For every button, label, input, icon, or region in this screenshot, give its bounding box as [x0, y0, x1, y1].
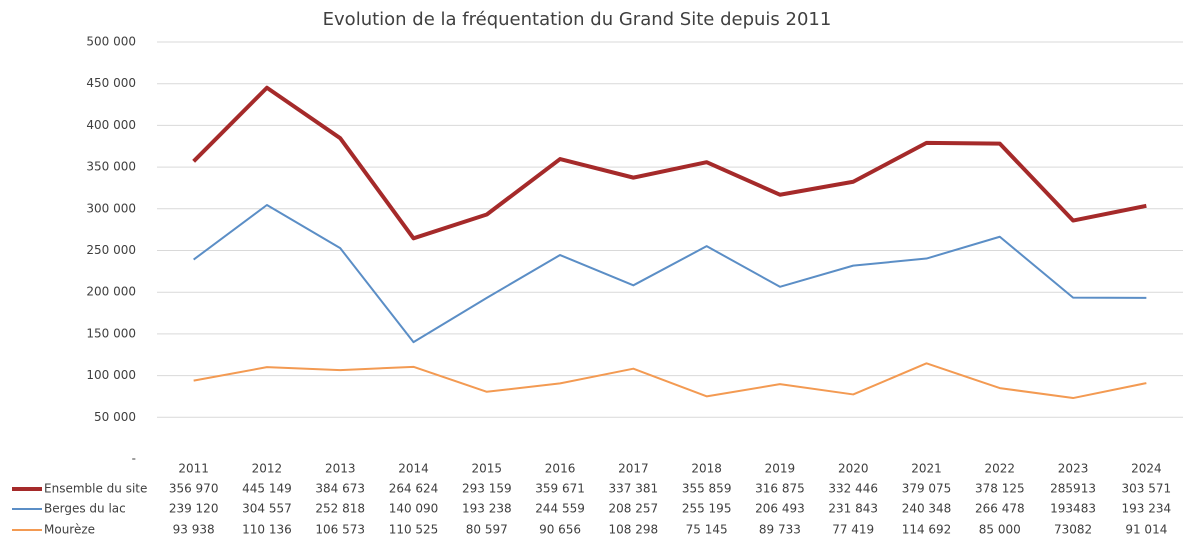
y-tick-label: 200 000 [86, 285, 136, 299]
x-tick-label: 2014 [398, 462, 429, 476]
data-label: 293 159 [462, 482, 512, 496]
series-line [193, 203, 1147, 344]
data-label: 108 298 [609, 523, 659, 537]
data-label: 193 238 [462, 502, 512, 516]
y-tick-label: 50 000 [94, 410, 136, 424]
data-label: 193483 [1050, 502, 1096, 516]
data-label: 384 673 [315, 482, 365, 496]
data-label: 106 573 [315, 523, 365, 537]
data-label: 316 875 [755, 482, 805, 496]
data-label: 93 938 [173, 523, 215, 537]
data-label: 303 571 [1122, 482, 1172, 496]
x-tick-label: 2022 [985, 462, 1016, 476]
data-label: 80 597 [466, 523, 508, 537]
data-label: 255 195 [682, 502, 732, 516]
data-label: 266 478 [975, 502, 1025, 516]
data-label: 91 014 [1125, 523, 1167, 537]
y-tick-label: 250 000 [86, 243, 136, 257]
data-label: 355 859 [682, 482, 732, 496]
data-label: 244 559 [535, 502, 585, 516]
legend-label: Berges du lac [44, 502, 126, 516]
y-tick-label: 350 000 [86, 160, 136, 174]
legend-label: Mourèze [44, 523, 95, 537]
x-tick-label: 2021 [911, 462, 942, 476]
data-label: 379 075 [902, 482, 952, 496]
data-label: 110 136 [242, 523, 292, 537]
data-label: 85 000 [979, 523, 1021, 537]
series-line [193, 362, 1147, 400]
y-tick-label: 100 000 [86, 368, 136, 382]
data-label: 231 843 [828, 502, 878, 516]
chart-title: Evolution de la fréquentation du Grand S… [323, 9, 832, 30]
data-label: 240 348 [902, 502, 952, 516]
x-tick-label: 2016 [545, 462, 576, 476]
x-tick-label: 2023 [1058, 462, 1089, 476]
data-label: 252 818 [315, 502, 365, 516]
data-label: 90 656 [539, 523, 581, 537]
legend-label: Ensemble du site [44, 482, 147, 496]
x-tick-label: 2019 [765, 462, 796, 476]
data-label: 89 733 [759, 523, 801, 537]
x-tick-label: 2024 [1131, 462, 1162, 476]
data-label: 114 692 [902, 523, 952, 537]
data-label: 75 145 [686, 523, 728, 537]
x-tick-label: 2012 [252, 462, 283, 476]
data-label: 264 624 [389, 482, 439, 496]
data-label: 208 257 [609, 502, 659, 516]
data-label: 445 149 [242, 482, 292, 496]
x-tick-label: 2013 [325, 462, 356, 476]
data-label: 73082 [1054, 523, 1092, 537]
data-label: 77 419 [832, 523, 874, 537]
x-tick-label: 2015 [472, 462, 503, 476]
data-label: 304 557 [242, 502, 292, 516]
data-label: 239 120 [169, 502, 219, 516]
data-label: 359 671 [535, 482, 585, 496]
data-label: 337 381 [609, 482, 659, 496]
x-tick-label: 2017 [618, 462, 649, 476]
data-label: 110 525 [389, 523, 439, 537]
x-tick-label: 2018 [691, 462, 722, 476]
y-tick-label: 400 000 [86, 118, 136, 132]
x-tick-label: 2020 [838, 462, 869, 476]
data-label: 332 446 [828, 482, 878, 496]
y-tick-label: 500 000 [86, 35, 136, 49]
data-label: 356 970 [169, 482, 219, 496]
x-tick-label: 2011 [178, 462, 209, 476]
series-line [192, 85, 1147, 241]
y-tick-label: 450 000 [86, 76, 136, 90]
y-tick-label: - [132, 452, 136, 466]
data-label: 285913 [1050, 482, 1096, 496]
data-label: 140 090 [389, 502, 439, 516]
data-label: 193 234 [1122, 502, 1172, 516]
y-tick-label: 300 000 [86, 201, 136, 215]
data-label: 378 125 [975, 482, 1025, 496]
data-label: 206 493 [755, 502, 805, 516]
y-tick-label: 150 000 [86, 326, 136, 340]
